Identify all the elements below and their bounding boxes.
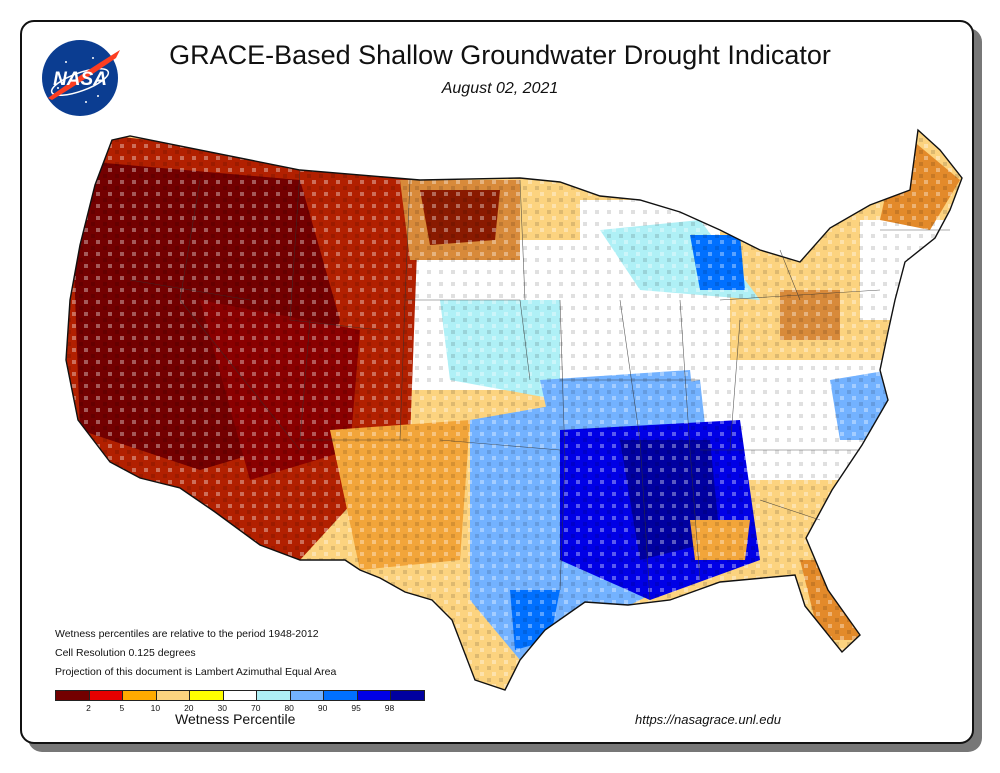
note-projection: Projection of this document is Lambert A… (55, 666, 337, 678)
legend-swatch (324, 691, 358, 700)
legend-tick-label: 95 (351, 703, 361, 713)
note-resolution: Cell Resolution 0.125 degrees (55, 647, 196, 659)
nasa-logo-text: NASA (53, 69, 107, 90)
note-period: Wetness percentiles are relative to the … (55, 628, 319, 640)
legend-tick-label: 90 (317, 703, 328, 713)
legend-swatch (357, 691, 392, 700)
map-notes: Wetness percentiles are relative to the … (55, 625, 336, 682)
legend-tick-label: 30 (217, 703, 227, 713)
legend-tick-label: 80 (284, 703, 294, 713)
legend-swatch (156, 691, 191, 700)
legend-tick-label: 98 (384, 703, 395, 713)
legend-swatch (56, 691, 90, 700)
legend-ticks: 2 5 10 20 30 70 80 90 95 98 (55, 701, 425, 715)
legend-swatch (123, 691, 157, 700)
legend-color-bar (55, 690, 425, 701)
legend-tick-label: 20 (184, 703, 194, 713)
wetness-legend: 2 5 10 20 30 70 80 90 95 98 Wetness Percentile (55, 690, 425, 727)
nasa-logo: NASA (42, 40, 120, 116)
legend-swatch (391, 691, 425, 700)
source-url: https://nasagrace.unl.edu (635, 712, 781, 727)
legend-swatch (290, 691, 325, 700)
legend-swatch (223, 691, 258, 700)
legend-tick-label: 5 (119, 703, 125, 713)
legend-tick-label: 70 (250, 703, 261, 713)
map-date: August 02, 2021 (441, 80, 559, 97)
map-title: GRACE-Based Shallow Groundwater Drought … (169, 40, 831, 70)
legend-swatch (190, 691, 224, 700)
legend-tick-label: 10 (150, 703, 161, 713)
legend-swatch (257, 691, 291, 700)
legend-title: Wetness Percentile (175, 711, 296, 727)
legend-tick-label: 2 (86, 703, 91, 713)
legend-swatch (89, 691, 124, 700)
